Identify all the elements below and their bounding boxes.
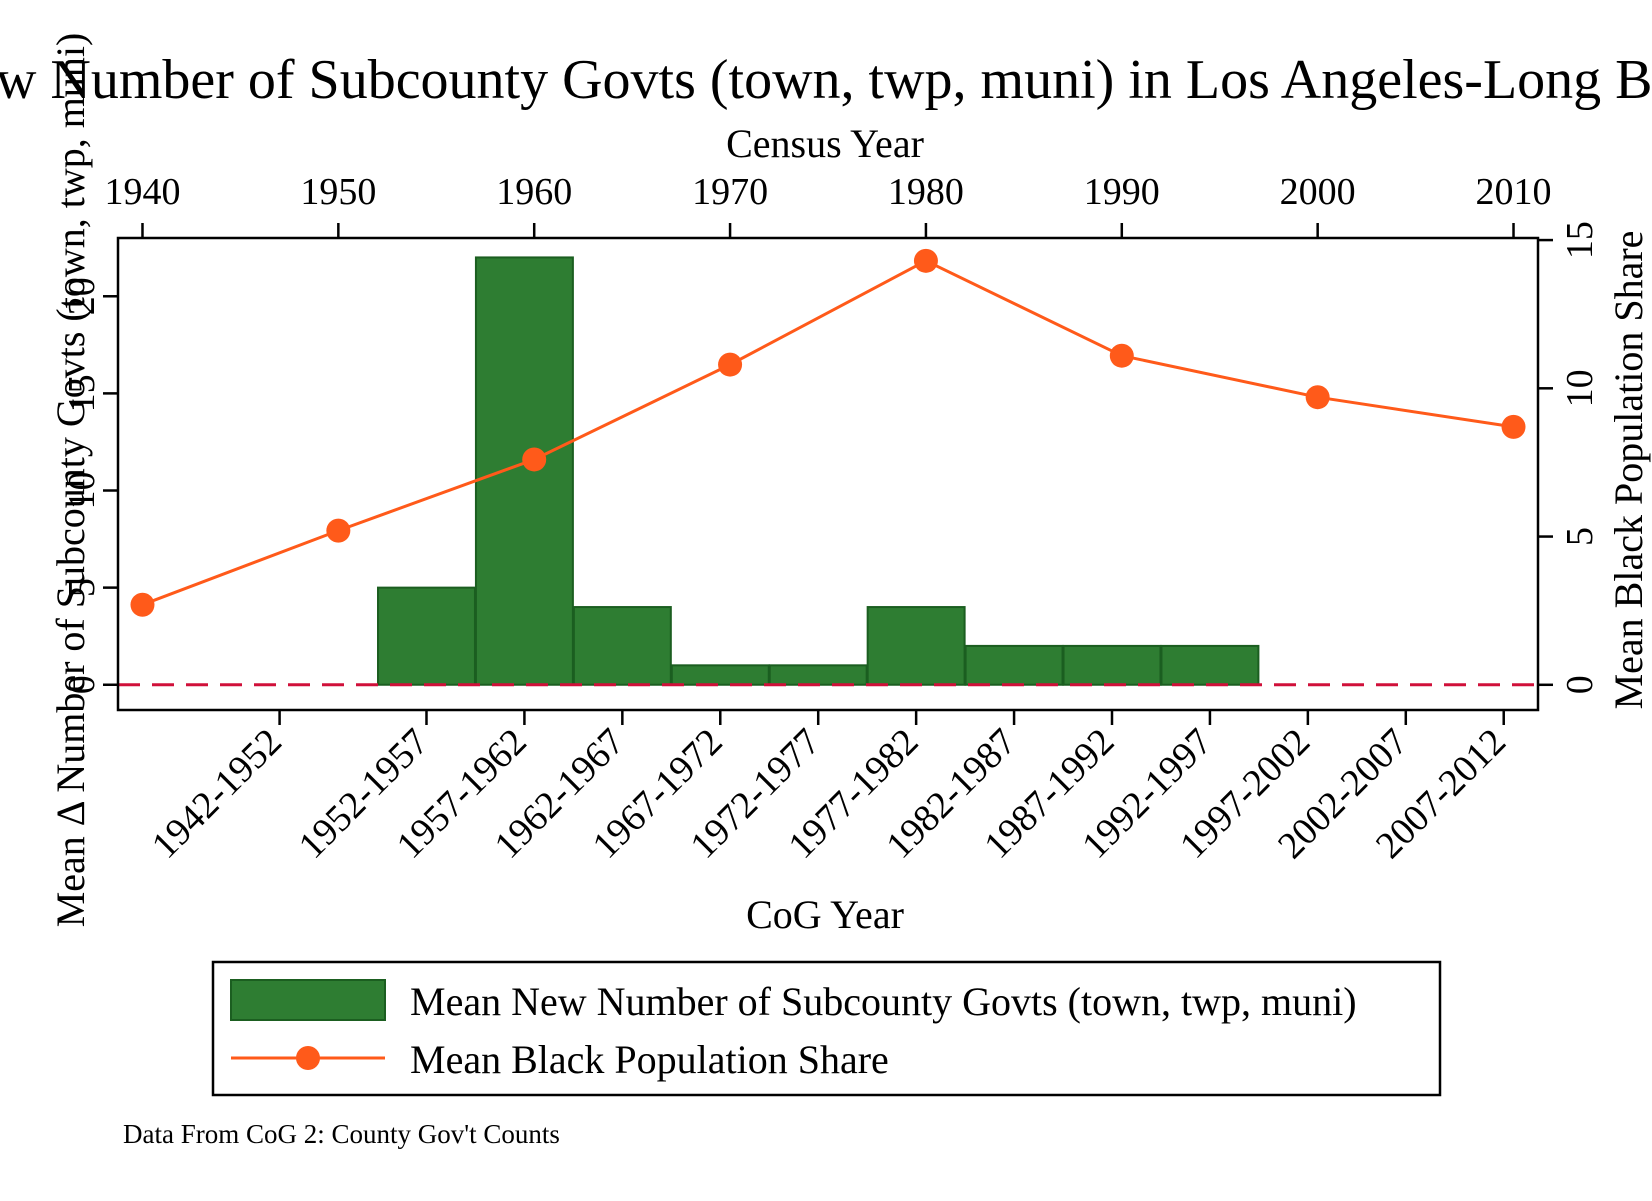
- bar-1972-1977: [768, 664, 868, 686]
- x2-tick-label-1960: 1960: [496, 171, 572, 213]
- x2-tick-label-1950: 1950: [300, 171, 376, 213]
- legend-bar-swatch: [230, 979, 386, 1021]
- y2-tick-label-10: 10: [1559, 369, 1601, 407]
- black-share-point-1970: [718, 352, 743, 377]
- y2-axis: 0 5 10 15: [1538, 221, 1601, 694]
- y-tick-label-5: 5: [61, 578, 103, 597]
- y-axis: 0 5 10 15 20: [61, 277, 118, 694]
- bar-1962-1967: [572, 606, 672, 686]
- black-share-point-1980: [913, 248, 938, 273]
- plot-frame: [116, 236, 1540, 712]
- y2-tick-label-15: 15: [1559, 221, 1601, 259]
- black-share-point-2010: [1501, 414, 1526, 439]
- y-tick-label-15: 15: [61, 374, 103, 412]
- bar-1992-1997: [1160, 644, 1260, 686]
- legend: Mean New Number of Subcounty Govts (town…: [211, 960, 1442, 1097]
- data-source-note: Data From CoG 2: County Gov't Counts: [123, 1119, 560, 1149]
- legend-box: [211, 960, 1442, 1097]
- black-share-point-1960: [522, 447, 547, 472]
- x2-tick-label-1970: 1970: [692, 171, 768, 213]
- y2-axis-title: Mean Black Population Share: [1606, 231, 1651, 710]
- x2-axis: 1940 1950 1960 1970 1980 1990 2000 2010: [104, 171, 1552, 238]
- y-tick-label-20: 20: [61, 277, 103, 315]
- y2-tick-label-5: 5: [1559, 527, 1601, 546]
- x2-tick-label-2000: 2000: [1280, 171, 1356, 213]
- black-share-line: [141, 259, 1514, 607]
- black-share-point-2000: [1305, 385, 1330, 410]
- black-share-point-1940: [130, 592, 155, 617]
- bar-1952-1957: [377, 586, 476, 686]
- x2-tick-label-1990: 1990: [1084, 171, 1160, 213]
- black-share-point-1950: [326, 518, 351, 543]
- bar-1977-1982: [866, 606, 966, 686]
- y2-tick-label-0: 0: [1559, 675, 1601, 694]
- bars: [377, 256, 1260, 686]
- x2-tick-label-1940: 1940: [104, 171, 180, 213]
- bar-1987-1992: [1062, 644, 1162, 686]
- bar-1982-1987: [964, 644, 1064, 686]
- legend-line-label: Mean Black Population Share: [410, 1037, 889, 1082]
- legend-line-marker: [296, 1046, 320, 1070]
- bar-1967-1972: [670, 664, 770, 686]
- black-share-line-series: [130, 248, 1526, 617]
- x-axis-title: CoG Year: [746, 892, 904, 937]
- x2-axis-title: Census Year: [726, 121, 924, 166]
- bar-1957-1962: [474, 256, 574, 686]
- y-tick-label-10: 10: [61, 472, 103, 510]
- x2-tick-label-1980: 1980: [888, 171, 964, 213]
- chart-title: Mean New Number of Subcounty Govts (town…: [0, 49, 1652, 111]
- y-tick-label-0: 0: [61, 675, 103, 694]
- y-axis-title: Mean Δ Number of Subcounty Govts (town, …: [48, 33, 93, 928]
- legend-bar-label: Mean New Number of Subcounty Govts (town…: [410, 979, 1357, 1024]
- black-share-point-1990: [1109, 343, 1134, 368]
- x2-tick-label-2010: 2010: [1476, 171, 1552, 213]
